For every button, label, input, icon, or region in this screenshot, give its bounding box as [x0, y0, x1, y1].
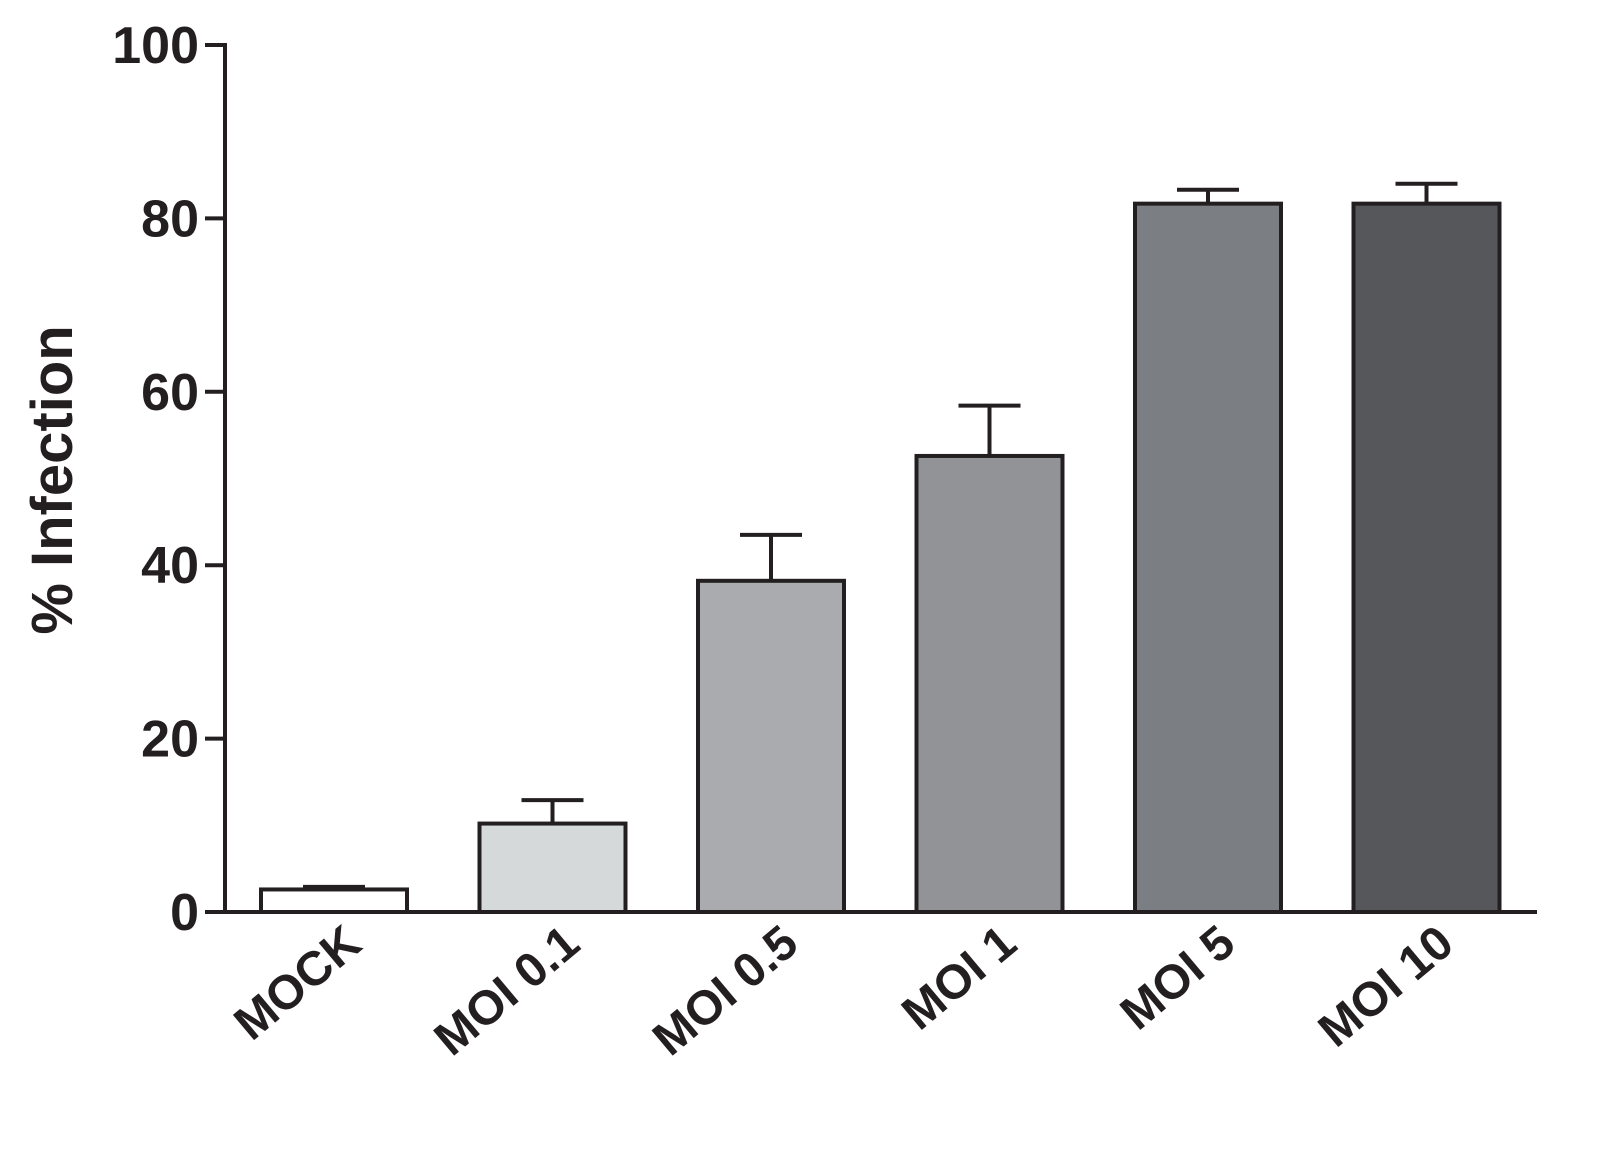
y-axis-title-group: % Infection [20, 325, 85, 634]
bar-moi-1 [914, 453, 1065, 914]
x-tick-label-3: MOI 1 [892, 916, 1026, 1041]
y-axis-title: % Infection [20, 325, 85, 634]
bar-moi-5 [1133, 201, 1283, 914]
bar-moi-0-5 [696, 578, 846, 915]
y-tick-label-1: 20 [141, 711, 199, 769]
x-tick-label-5: MOI 10 [1309, 916, 1464, 1058]
bar-moi-10 [1351, 201, 1502, 914]
bar-moi-0-1 [477, 821, 628, 914]
bar-mock [259, 887, 409, 915]
y-tick-label-0: 0 [170, 884, 199, 942]
y-tick-label-4: 80 [141, 190, 199, 248]
x-tick-label-2: MOI 0.5 [643, 916, 808, 1066]
x-tick-label-1: MOI 0.1 [425, 916, 590, 1066]
plot-area: MOCK MOI 0.1 MOI 0.5 MOI 1 MOI 5 MOI 10 0 20 40 6… [112, 17, 1537, 1066]
y-tick-label-5: 100 [112, 17, 199, 75]
x-tick-label-0: MOCK [225, 916, 372, 1051]
x-tick-label-4: MOI 5 [1111, 916, 1245, 1041]
y-tick-label-2: 40 [141, 537, 199, 595]
y-tick-label-3: 60 [141, 364, 199, 422]
